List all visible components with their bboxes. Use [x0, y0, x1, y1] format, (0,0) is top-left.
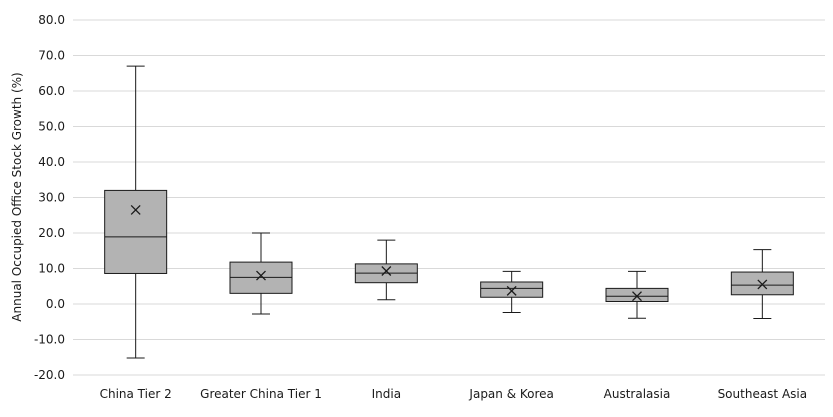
y-tick-label: 40.0: [38, 155, 65, 169]
mean-marker-stroke: [381, 266, 392, 276]
mean-marker: [757, 279, 768, 290]
mean-marker-stroke: [506, 285, 517, 296]
y-axis-ticks: 80.0 70.0 60.0 50.0 40.0 30.0 20.0 10.0 0.0 -10.0…: [34, 13, 65, 382]
y-axis-title: Annual Occupied Office Stock Growth (%): [10, 72, 24, 321]
x-axis-categories: China Tier 2 Greater China Tier 1 India Jap…: [100, 387, 808, 401]
box-1: [104, 65, 168, 359]
box-6: [730, 249, 794, 320]
gridlines: [73, 19, 825, 376]
mean-marker: [506, 285, 517, 296]
y-tick-label: -10.0: [34, 333, 65, 347]
y-tick-label: 30.0: [38, 191, 65, 205]
box-3: [354, 239, 418, 301]
mean-marker: [381, 266, 392, 276]
x-category-label: Greater China Tier 1: [200, 387, 322, 401]
iqr-box: [104, 189, 168, 274]
mean-marker-stroke: [632, 291, 642, 302]
mean-marker: [632, 291, 642, 302]
y-tick-label: 20.0: [38, 226, 65, 240]
mean-marker: [256, 270, 266, 281]
x-category-label: Southeast Asia: [718, 387, 808, 401]
iqr-box: [730, 271, 794, 296]
x-category-label: China Tier 2: [100, 387, 172, 401]
y-tick-label: 70.0: [38, 49, 65, 63]
y-tick-label: 10.0: [38, 262, 65, 276]
y-tick-label: 0.0: [46, 297, 65, 311]
y-tick-label: 60.0: [38, 84, 65, 98]
iqr-box: [605, 287, 669, 303]
x-category-label: Australasia: [604, 387, 671, 401]
mean-marker: [130, 204, 141, 215]
mean-marker-stroke: [130, 204, 141, 215]
y-tick-label: 80.0: [38, 13, 65, 27]
boxes: [104, 65, 794, 359]
mean-marker-stroke: [757, 279, 768, 290]
box-2: [229, 232, 293, 315]
y-tick-label: -20.0: [34, 368, 65, 382]
mean-marker-stroke: [256, 270, 266, 281]
x-category-label: India: [372, 387, 401, 401]
x-category-label: Japan & Korea: [468, 387, 553, 401]
iqr-box: [480, 281, 544, 298]
y-tick-label: 50.0: [38, 120, 65, 134]
box-4: [480, 270, 544, 314]
box-5: [605, 270, 669, 319]
